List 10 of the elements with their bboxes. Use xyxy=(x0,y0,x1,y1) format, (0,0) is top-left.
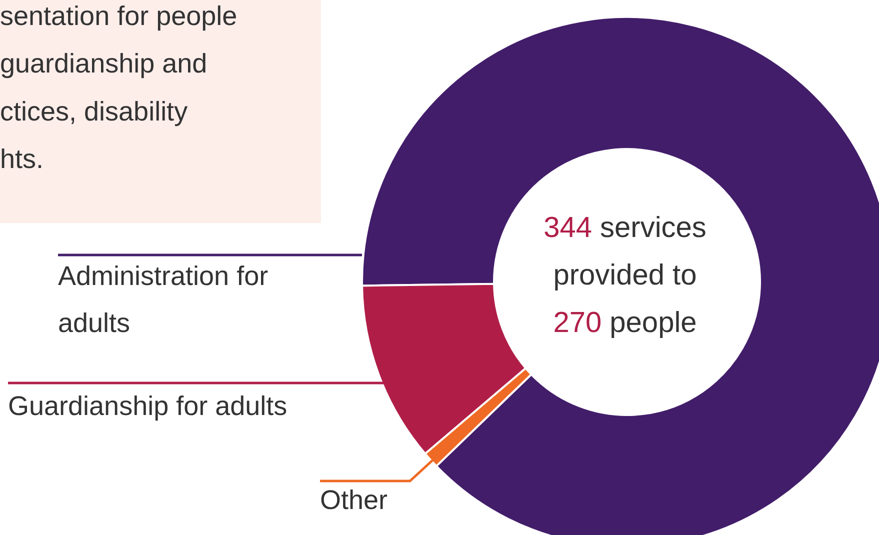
slice-label: Guardianship for adults xyxy=(8,391,288,421)
text: 344 services xyxy=(544,212,706,244)
text: ctices, disability xyxy=(0,96,188,126)
text: guardianship and xyxy=(0,48,208,79)
text: sentation for people xyxy=(0,1,238,31)
text: provided to xyxy=(553,260,697,292)
slice-label: Administration for adults xyxy=(58,261,268,338)
text: hts. xyxy=(0,144,44,174)
slice-label: Other xyxy=(320,485,388,515)
text: 270 people xyxy=(553,307,697,339)
